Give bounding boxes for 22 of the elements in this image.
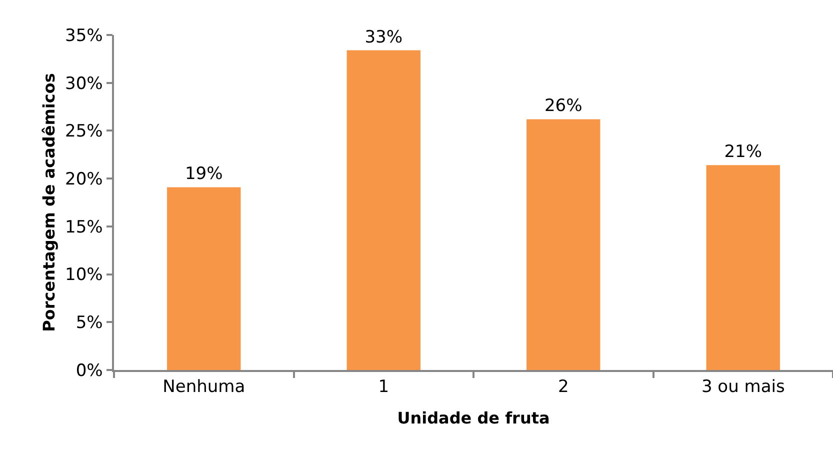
x-tick-label: 1 — [378, 377, 390, 398]
x-tick-label: 3 ou mais — [701, 377, 785, 398]
y-tick-label: 35% — [65, 26, 103, 46]
x-tick-label: 2 — [558, 377, 569, 398]
y-axis-title: Porcentagem de acadêmicos — [39, 73, 58, 332]
x-tick-label: Nenhuma — [162, 377, 246, 398]
y-tick-label: 10% — [65, 265, 103, 286]
data-label: 19% — [184, 164, 223, 184]
data-label: 33% — [364, 27, 403, 48]
data-label: 26% — [544, 96, 582, 116]
bar — [526, 119, 600, 370]
y-tick-label: 5% — [76, 313, 103, 334]
bar — [167, 187, 241, 370]
y-tick-label: 15% — [65, 217, 103, 238]
x-axis-title: Unidade de fruta — [397, 408, 550, 428]
bar — [346, 50, 420, 370]
y-tick-label: 20% — [65, 170, 103, 190]
bar — [706, 165, 780, 370]
y-tick-label: 25% — [65, 122, 103, 142]
y-tick-label: 30% — [65, 74, 103, 94]
y-tick-label: 0% — [76, 360, 103, 381]
data-label: 21% — [724, 142, 762, 162]
